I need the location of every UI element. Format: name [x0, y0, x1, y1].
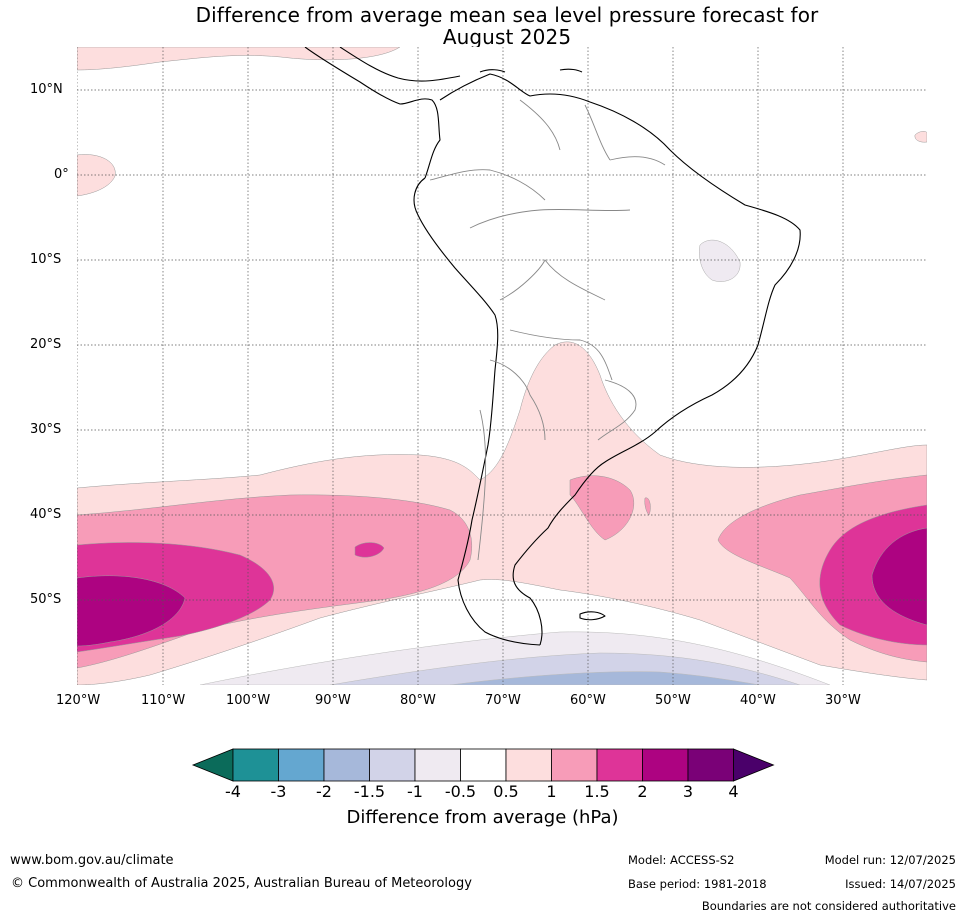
- colorbar-tick-label: -0.5: [444, 782, 477, 801]
- map-field: [77, 47, 927, 685]
- positive-pressure-blob-east: [914, 131, 927, 143]
- lon-tick: 30°W: [825, 693, 861, 708]
- colorbar-segment: [323, 748, 370, 782]
- positive-pressure-core-east-inner: [871, 527, 927, 626]
- lat-tick: 10°S: [30, 252, 62, 267]
- lon-tick: 40°W: [740, 693, 776, 708]
- lon-tick: 60°W: [570, 693, 606, 708]
- colorbar-tick-label: -1.5: [353, 782, 386, 801]
- colorbar-segment: [278, 748, 325, 782]
- colorbar-tick-label: -3: [270, 782, 287, 801]
- colorbar-title: Difference from average (hPa): [346, 807, 619, 828]
- lat-tick: 10°N: [30, 82, 63, 97]
- lon-tick: 120°W: [56, 693, 101, 708]
- colorbar-segment: [232, 748, 279, 782]
- colorbar-segment: [687, 748, 734, 782]
- negative-pressure-band-strong: [449, 671, 761, 685]
- colorbar-tick-label: -1: [407, 782, 423, 801]
- positive-pressure-core-west-inner: [77, 575, 186, 647]
- colorbar-segment: [505, 748, 552, 782]
- coastlines: [304, 47, 801, 646]
- positive-pressure-blob-north: [77, 47, 401, 71]
- lat-tick: 40°S: [30, 507, 62, 522]
- map-title-line2: August 2025: [442, 25, 572, 49]
- negative-pressure-blob-brazil: [699, 239, 741, 282]
- colorbar-tick-label: 4: [728, 782, 739, 801]
- map-title: Difference from average mean sea level p…: [0, 4, 965, 48]
- colorbar-segment: [369, 748, 416, 782]
- footer-issued: Issued: 14/07/2025: [845, 877, 956, 891]
- lon-tick: 100°W: [226, 693, 271, 708]
- colorbar-segment: [460, 748, 507, 782]
- colorbar-tick-label: -2: [316, 782, 332, 801]
- colorbar-segment: [642, 748, 689, 782]
- colorbar-tick-label: 3: [682, 782, 694, 801]
- colorbar-segment: [414, 748, 461, 782]
- positive-pressure-blob-plata: [569, 475, 635, 541]
- lat-tick: 0°: [54, 167, 69, 182]
- colorbar-tick-label: 1: [546, 782, 557, 801]
- colorbar-segment: [596, 748, 643, 782]
- lon-tick: 50°W: [655, 693, 691, 708]
- lon-tick: 70°W: [485, 693, 521, 708]
- footer-base-period: Base period: 1981-2018: [628, 877, 767, 891]
- lat-tick: 30°S: [30, 422, 62, 437]
- footer-copyright: © Commonwealth of Australia 2025, Austra…: [11, 876, 472, 891]
- positive-pressure-blob-equator: [77, 154, 116, 197]
- positive-pressure-blob-small: [644, 497, 651, 516]
- colorbar-tick-label: 0.5: [493, 782, 519, 801]
- map-title-line1: Difference from average mean sea level p…: [195, 3, 819, 27]
- colorbar-segment: [551, 748, 598, 782]
- colorbar-tick-label: 2: [637, 782, 648, 801]
- colorbar-tick-label: 1.5: [584, 782, 610, 801]
- footer-disclaimer: Boundaries are not considered authoritat…: [701, 899, 956, 913]
- colorbar-extend-min: [191, 748, 234, 782]
- country-borders: [429, 99, 666, 561]
- colorbar-tick-label: -4: [225, 782, 241, 801]
- colorbar-extend-max: [733, 748, 775, 782]
- map: [77, 47, 927, 685]
- lon-tick: 80°W: [400, 693, 436, 708]
- lon-tick: 90°W: [315, 693, 351, 708]
- lat-tick: 20°S: [30, 337, 62, 352]
- positive-pressure-blob-pacific: [354, 542, 385, 558]
- map-graticule: [77, 47, 927, 685]
- lat-tick: 50°S: [30, 592, 62, 607]
- footer-model-run: Model run: 12/07/2025: [824, 853, 956, 867]
- footer-url: www.bom.gov.au/climate: [10, 853, 174, 868]
- footer-model: Model: ACCESS-S2: [628, 853, 735, 867]
- lon-tick: 110°W: [141, 693, 186, 708]
- colorbar: [191, 748, 775, 782]
